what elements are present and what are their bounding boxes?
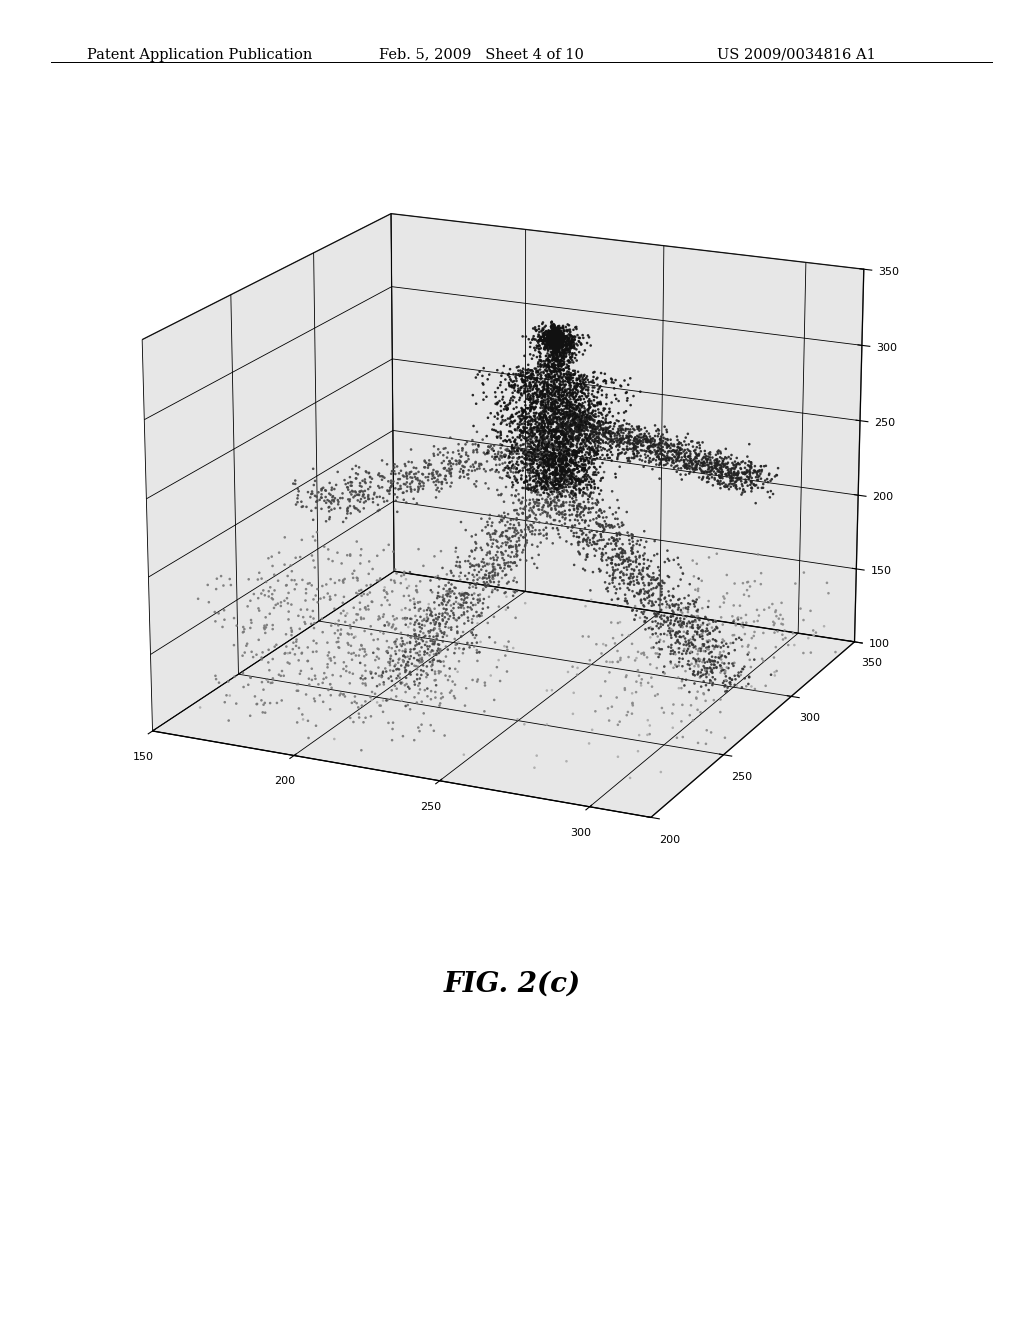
Text: US 2009/0034816 A1: US 2009/0034816 A1 — [717, 48, 876, 62]
Text: Feb. 5, 2009   Sheet 4 of 10: Feb. 5, 2009 Sheet 4 of 10 — [379, 48, 584, 62]
Text: Patent Application Publication: Patent Application Publication — [87, 48, 312, 62]
Text: FIG. 2(c): FIG. 2(c) — [443, 970, 581, 997]
